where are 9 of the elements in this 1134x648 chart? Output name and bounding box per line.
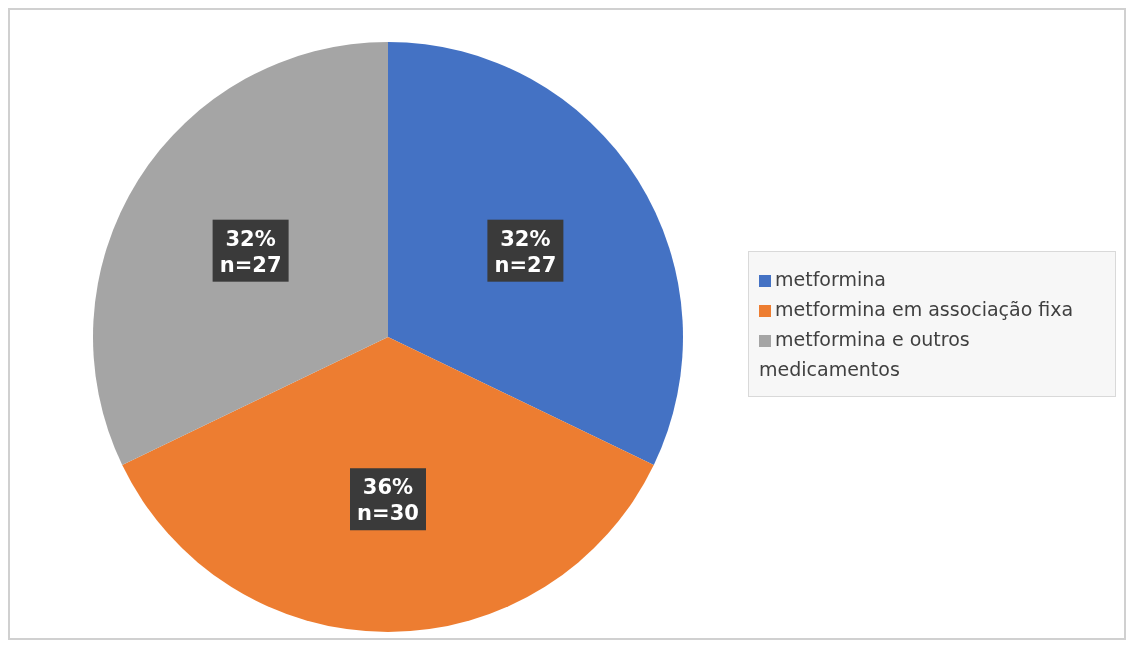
pie-slice <box>93 42 388 465</box>
pie-slice <box>122 337 654 632</box>
data-label: 32% n=27 <box>219 226 282 277</box>
legend-label: metformina em associação fixa <box>775 298 1074 320</box>
legend-label: metformina <box>775 268 886 290</box>
data-label: 36% n=30 <box>357 475 419 526</box>
data-label: 32% n=27 <box>494 226 557 277</box>
pie-slice <box>388 42 683 465</box>
legend-label: metformina e outros medicamentos <box>759 328 970 380</box>
